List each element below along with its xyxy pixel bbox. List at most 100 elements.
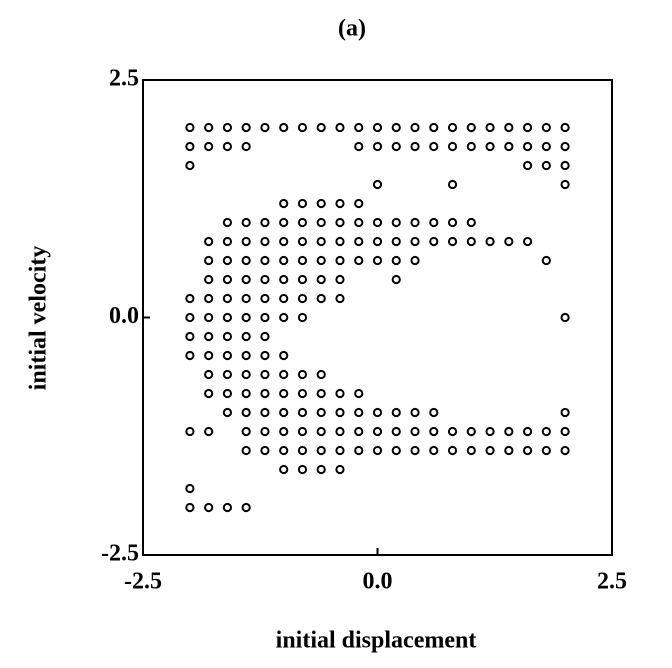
point (354, 198, 364, 209)
point (335, 198, 345, 209)
point (204, 388, 214, 399)
point (260, 331, 270, 342)
point (204, 350, 214, 361)
point (204, 293, 214, 304)
point (391, 274, 401, 285)
point (279, 312, 289, 323)
point (297, 312, 308, 323)
point (429, 236, 439, 247)
point (260, 369, 270, 380)
point (222, 388, 233, 399)
point (522, 236, 533, 247)
point (222, 293, 233, 304)
point (466, 426, 476, 437)
point (541, 160, 551, 171)
point (541, 426, 551, 437)
point (279, 217, 289, 228)
point (560, 179, 570, 190)
point (391, 217, 401, 228)
point (316, 388, 326, 399)
point (560, 312, 570, 323)
point (354, 445, 364, 456)
point (241, 236, 251, 247)
point (372, 179, 383, 190)
point (372, 426, 383, 437)
point (410, 236, 420, 247)
point (204, 502, 214, 513)
point (372, 407, 383, 418)
point (316, 198, 326, 209)
point (204, 274, 214, 285)
point (335, 217, 345, 228)
point (335, 388, 345, 399)
point (279, 464, 289, 475)
point (354, 217, 364, 228)
point (279, 445, 289, 456)
point (279, 255, 289, 266)
point (335, 122, 345, 133)
point (372, 255, 383, 266)
point (447, 236, 458, 247)
point (279, 369, 289, 380)
point (297, 198, 308, 209)
point (316, 445, 326, 456)
point (522, 160, 533, 171)
point (297, 388, 308, 399)
point (504, 122, 514, 133)
point (541, 445, 551, 456)
point (560, 122, 570, 133)
point (391, 445, 401, 456)
point (297, 426, 308, 437)
point (185, 483, 195, 494)
point (241, 293, 251, 304)
point (485, 445, 495, 456)
point (504, 445, 514, 456)
x-tick-label: 0.0 (363, 569, 393, 595)
point (279, 388, 289, 399)
point (560, 407, 570, 418)
x-tick-label: -2.5 (124, 569, 162, 595)
point (185, 122, 195, 133)
point (297, 464, 308, 475)
point (429, 141, 439, 152)
point (429, 217, 439, 228)
point (541, 141, 551, 152)
point (241, 312, 251, 323)
point (260, 122, 270, 133)
point (222, 350, 233, 361)
point (429, 445, 439, 456)
point (372, 122, 383, 133)
point (447, 179, 458, 190)
point (316, 122, 326, 133)
point (560, 426, 570, 437)
point (260, 217, 270, 228)
point (466, 236, 476, 247)
point (335, 236, 345, 247)
point (185, 312, 195, 323)
point (279, 236, 289, 247)
point (316, 464, 326, 475)
point (372, 445, 383, 456)
point (185, 331, 195, 342)
point (222, 217, 233, 228)
point (222, 331, 233, 342)
point (560, 160, 570, 171)
y-tick-label: -2.5 (101, 541, 139, 567)
point (391, 426, 401, 437)
point (485, 141, 495, 152)
point (241, 350, 251, 361)
point (204, 122, 214, 133)
point (485, 236, 495, 247)
chart-title: (a) (338, 16, 366, 42)
point (372, 141, 383, 152)
point (185, 502, 195, 513)
point (466, 141, 476, 152)
point (260, 236, 270, 247)
y-axis-label: initial velocity (26, 246, 52, 391)
point (560, 445, 570, 456)
point (297, 236, 308, 247)
point (279, 407, 289, 418)
point (260, 312, 270, 323)
point (204, 426, 214, 437)
point (185, 293, 195, 304)
